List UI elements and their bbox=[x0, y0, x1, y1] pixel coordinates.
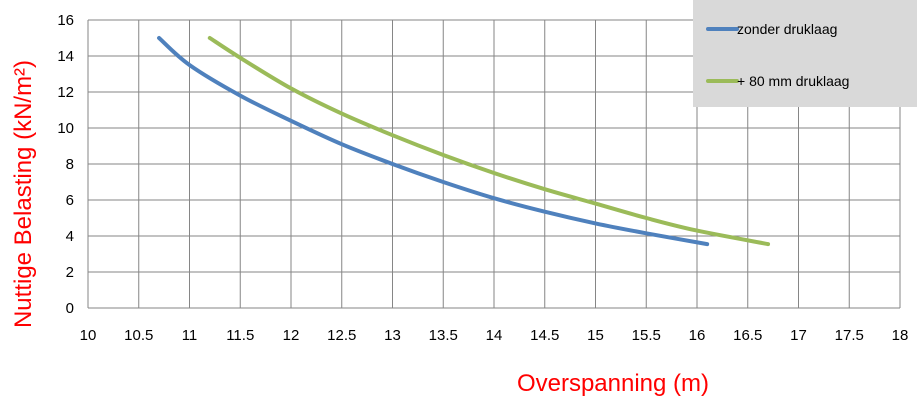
y-tick-label-7: 14 bbox=[57, 48, 74, 65]
x-tick-label-16: 18 bbox=[892, 327, 909, 344]
series-lines bbox=[157, 36, 771, 247]
y-axis-title: Nuttige Belasting (kN/m²) bbox=[10, 60, 37, 328]
y-tick-label-3: 6 bbox=[66, 192, 74, 209]
x-tick-labels: 10 10.5 11 11.5 12 12.5 13 13.5 14 14.5 15 15.5 16 16… bbox=[80, 327, 909, 344]
x-tick-label-8: 14 bbox=[486, 327, 503, 344]
x-tick-label-10: 15 bbox=[587, 327, 604, 344]
y-tick-label-2: 4 bbox=[66, 228, 74, 245]
x-tick-label-6: 13 bbox=[384, 327, 401, 344]
series-line-0 bbox=[157, 36, 710, 247]
legend-label-0: zonder druklaag bbox=[737, 21, 837, 37]
x-tick-label-7: 13.5 bbox=[429, 327, 458, 344]
legend-box bbox=[693, 0, 917, 107]
y-tick-label-0: 0 bbox=[66, 300, 74, 317]
x-tick-label-12: 16 bbox=[689, 327, 706, 344]
x-tick-label-11: 15.5 bbox=[632, 327, 661, 344]
x-tick-label-14: 17 bbox=[790, 327, 807, 344]
x-tick-label-4: 12 bbox=[283, 327, 300, 344]
y-tick-labels: 0 2 4 6 8 10 12 14 16 bbox=[57, 12, 74, 317]
y-tick-label-1: 2 bbox=[66, 264, 74, 281]
y-tick-label-8: 16 bbox=[57, 12, 74, 29]
series-line-1 bbox=[207, 36, 771, 247]
x-tick-label-5: 12.5 bbox=[327, 327, 356, 344]
x-tick-label-0: 10 bbox=[80, 327, 97, 344]
x-tick-label-9: 14.5 bbox=[530, 327, 559, 344]
y-tick-label-6: 12 bbox=[57, 84, 74, 101]
y-tick-label-4: 8 bbox=[66, 156, 74, 173]
x-tick-label-13: 16.5 bbox=[733, 327, 762, 344]
x-tick-label-2: 11 bbox=[182, 327, 198, 344]
legend: zonder druklaag + 80 mm druklaag bbox=[693, 0, 917, 107]
x-tick-label-15: 17.5 bbox=[835, 327, 864, 344]
y-tick-label-5: 10 bbox=[57, 120, 74, 137]
x-axis-title: Overspanning (m) bbox=[517, 370, 709, 397]
x-tick-label-1: 10.5 bbox=[124, 327, 153, 344]
legend-label-1: + 80 mm druklaag bbox=[737, 73, 849, 89]
x-tick-label-3: 11.5 bbox=[226, 327, 254, 344]
